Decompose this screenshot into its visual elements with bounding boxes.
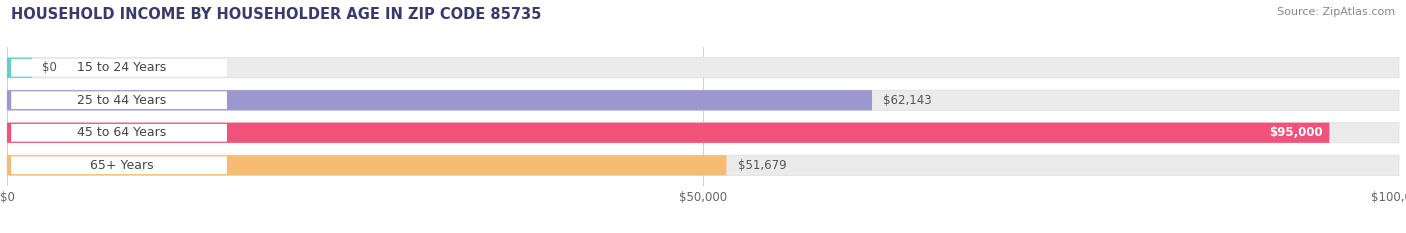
Text: $0: $0 xyxy=(42,61,56,74)
Text: 65+ Years: 65+ Years xyxy=(90,159,153,172)
Text: 45 to 64 Years: 45 to 64 Years xyxy=(77,126,166,139)
FancyBboxPatch shape xyxy=(7,155,1399,175)
FancyBboxPatch shape xyxy=(7,123,1399,143)
FancyBboxPatch shape xyxy=(11,91,226,109)
Text: HOUSEHOLD INCOME BY HOUSEHOLDER AGE IN ZIP CODE 85735: HOUSEHOLD INCOME BY HOUSEHOLDER AGE IN Z… xyxy=(11,7,541,22)
Text: 15 to 24 Years: 15 to 24 Years xyxy=(77,61,166,74)
Text: $51,679: $51,679 xyxy=(738,159,786,172)
Text: Source: ZipAtlas.com: Source: ZipAtlas.com xyxy=(1277,7,1395,17)
Text: 25 to 44 Years: 25 to 44 Years xyxy=(77,94,166,107)
FancyBboxPatch shape xyxy=(11,156,226,174)
FancyBboxPatch shape xyxy=(7,58,32,78)
FancyBboxPatch shape xyxy=(7,123,1330,143)
FancyBboxPatch shape xyxy=(7,58,1399,78)
FancyBboxPatch shape xyxy=(7,90,1399,110)
FancyBboxPatch shape xyxy=(7,90,872,110)
Text: $62,143: $62,143 xyxy=(883,94,932,107)
FancyBboxPatch shape xyxy=(11,124,226,142)
FancyBboxPatch shape xyxy=(7,155,727,175)
Text: $95,000: $95,000 xyxy=(1268,126,1323,139)
FancyBboxPatch shape xyxy=(11,59,226,77)
